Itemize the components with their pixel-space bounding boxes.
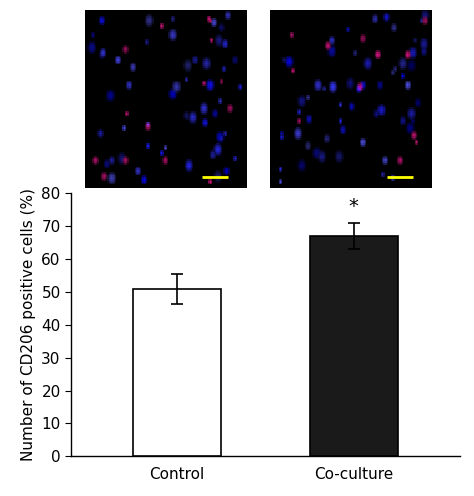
Y-axis label: Number of CD206 positive cells (%): Number of CD206 positive cells (%) xyxy=(21,188,36,461)
Bar xyxy=(133,289,221,456)
Bar xyxy=(310,236,398,456)
Text: *: * xyxy=(349,197,359,216)
